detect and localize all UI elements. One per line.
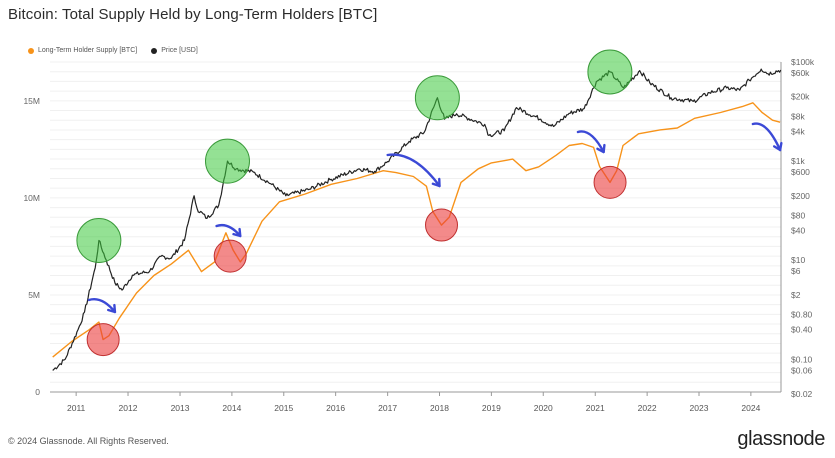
lth-trough-marker [213, 239, 247, 273]
price-peak-marker [414, 75, 460, 121]
y-right-axis: $100k$60k$20k$8k$4k$1k$600$200$80$40$10$… [791, 57, 815, 399]
x-tick-label: 2014 [222, 403, 241, 413]
y-right-tick-label: $20k [791, 92, 810, 102]
y-left-axis: 0 5M 10M 15M [23, 96, 40, 397]
lth-trough-marker [86, 323, 120, 357]
x-tick-label: 2016 [326, 403, 345, 413]
legend-label-lth: Long-Term Holder Supply [BTC] [38, 47, 138, 54]
trend-arrow-head [431, 177, 441, 188]
x-tick-label: 2023 [690, 403, 709, 413]
y-left-tick-label: 15M [23, 96, 40, 106]
series-group [52, 68, 782, 371]
y-right-tick-label: $100k [791, 57, 815, 67]
legend-item-lth[interactable]: Long-Term Holder Supply [BTC] [28, 47, 137, 54]
y-right-tick-label: $6 [791, 266, 801, 276]
series-line-lth-supply [52, 102, 781, 358]
y-right-tick-label: $200 [791, 191, 810, 201]
legend-item-price[interactable]: Price [USD] [151, 47, 198, 54]
x-tick-label: 2021 [586, 403, 605, 413]
trend-arrow-head [232, 227, 242, 238]
trend-arrow-shaft [386, 153, 441, 188]
price-peak-marker [76, 218, 122, 264]
trend-arrow-shaft [215, 223, 242, 238]
y-right-tick-label: $60k [791, 68, 810, 78]
y-right-tick-label: $0.80 [791, 310, 813, 320]
x-tick-label: 2011 [67, 403, 86, 413]
legend-dot-price [151, 47, 158, 54]
x-tick-label: 2017 [378, 403, 397, 413]
y-right-tick-label: $80 [791, 210, 805, 220]
x-tick-label: 2012 [119, 403, 138, 413]
y-right-tick-label: $0.40 [791, 325, 813, 335]
y-right-tick-label: $0.10 [791, 354, 813, 364]
chart-plot: 0 5M 10M 15M $100k$60k $20k $8k $4k $1k$600 $200… [23, 49, 815, 413]
x-tick-label: 2024 [741, 403, 760, 413]
legend-label-price: Price [USD] [161, 47, 198, 54]
x-tick-label: 2019 [482, 403, 501, 413]
series-line-price [52, 68, 782, 371]
trend-arrow-shaft [87, 298, 117, 314]
trend-arrow-head [772, 141, 783, 152]
trend-arrow-head [107, 303, 117, 314]
y-right-tick-label: $0.02 [791, 389, 813, 399]
trend-arrow-shaft [751, 122, 782, 152]
chart-legend: Long-Term Holder Supply [BTC] Price [USD… [28, 47, 198, 54]
x-tick-label: 2015 [274, 403, 293, 413]
y-right-tick-label: $40 [791, 225, 805, 235]
y-left-tick-label: 10M [23, 193, 40, 203]
lth-trough-marker [425, 208, 459, 242]
footer-copyright: © 2024 Glassnode. All Rights Reserved. [8, 436, 169, 446]
annotations [76, 49, 783, 357]
y-right-tick-label: $2 [791, 290, 801, 300]
price-peak-marker [587, 49, 633, 95]
trend-arrow-head [596, 143, 606, 154]
y-right-tick-label: $600 [791, 167, 810, 177]
x-axis: 2011 2012 2013 2014 2015 2016 2017 2018 2019 2020… [67, 392, 761, 413]
x-tick-label: 2020 [534, 403, 553, 413]
y-right-tick-label: $0.06 [791, 365, 813, 375]
x-tick-label: 2022 [638, 403, 657, 413]
legend-dot-lth [28, 47, 34, 54]
trend-arrow-shaft [576, 130, 605, 154]
y-left-tick-label: 5M [28, 290, 40, 300]
chart-title: Bitcoin: Total Supply Held by Long-Term … [8, 6, 378, 23]
grid [50, 61, 782, 393]
x-tick-label: 2018 [430, 403, 449, 413]
y-left-tick-label: 0 [35, 387, 40, 397]
x-tick-label: 2013 [171, 403, 190, 413]
y-right-tick-label: $4k [791, 126, 805, 136]
brand-logo[interactable]: glassnode [737, 428, 825, 450]
y-right-tick-label: $8k [791, 111, 805, 121]
price-peak-marker [204, 138, 250, 184]
y-right-tick-label: $1k [791, 156, 805, 166]
y-right-tick-label: $10 [791, 255, 805, 265]
lth-trough-marker [593, 165, 627, 199]
